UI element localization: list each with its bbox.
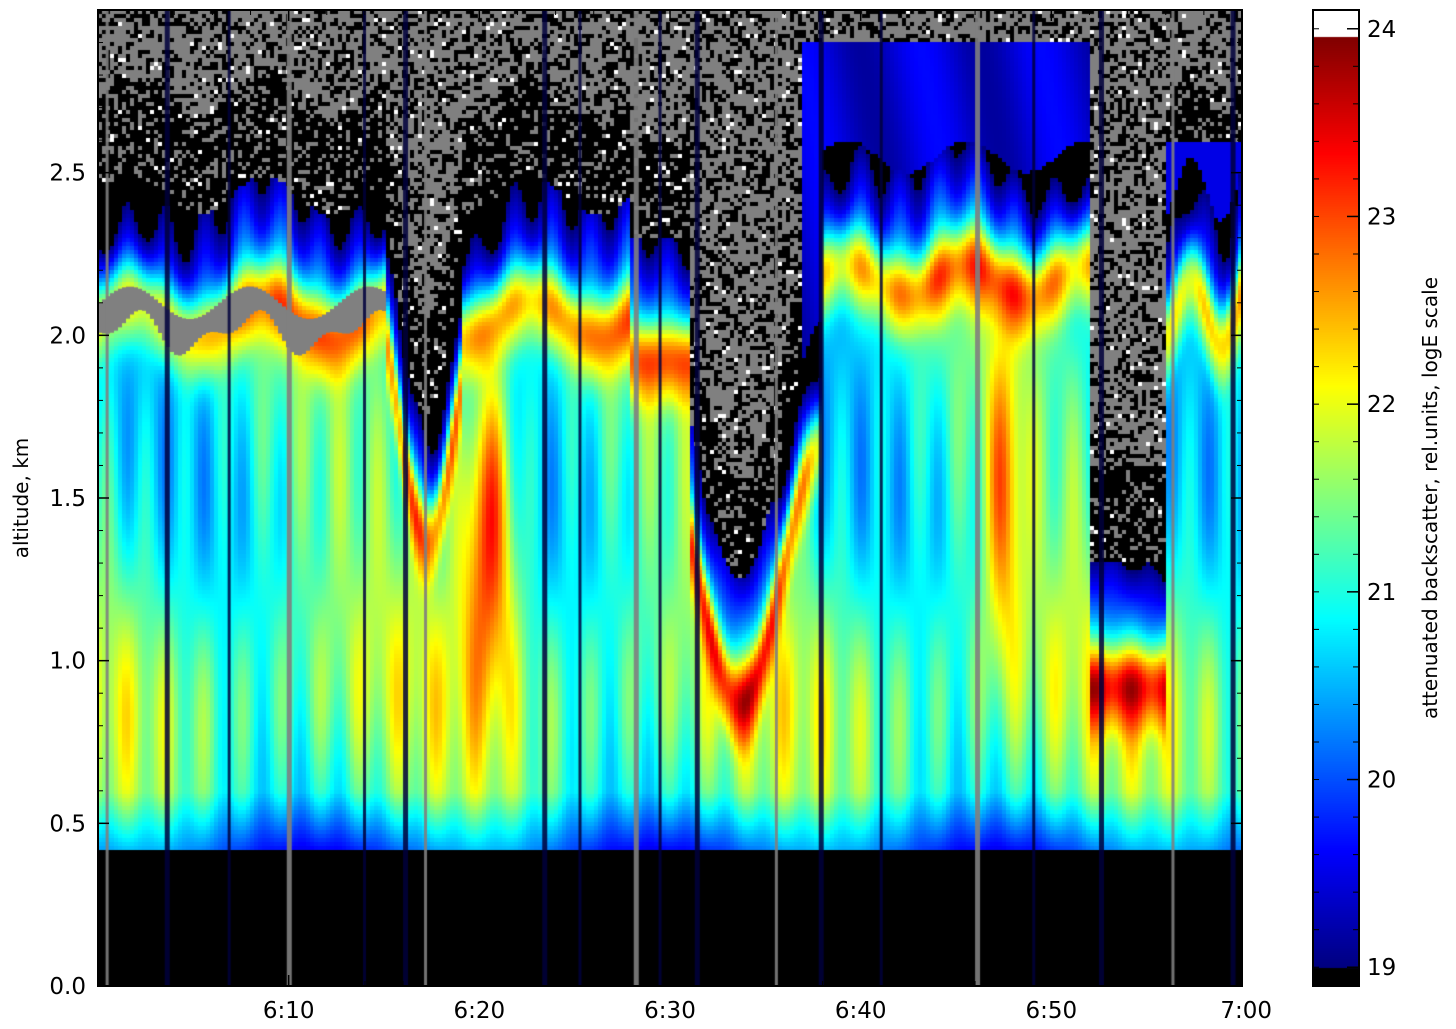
x-tick-label: 6:30 [644,998,696,1024]
axes: 6:10 6:20 6:30 6:40 6:50 7:00 0.0 0.5 1.0 1.5 2.0 2… [9,9,1272,1024]
backscatter-heatmap [98,10,1242,986]
y-tick-label: 2.0 [49,323,86,349]
colorbar-gradient [1313,10,1359,986]
colorbar: 19 20 21 22 23 24 attenuated backscatter, rel.… [1312,9,1442,987]
x-tick-label: 6:50 [1026,998,1078,1024]
y-tick-label: 1.0 [49,649,86,675]
y-axis-label: altitude, km [9,438,33,559]
colorbar-tick-label: 23 [1367,204,1396,230]
colorbar-tick-label: 21 [1367,580,1396,606]
plot-area [98,10,1242,986]
y-tick-label: 0.5 [49,811,86,837]
colorbar-tick-label: 22 [1367,392,1396,418]
y-tick-label: 2.5 [49,161,86,187]
x-tick-label: 6:40 [835,998,887,1024]
y-tick-label: 0.0 [49,974,86,1000]
y-tick-label: 1.5 [49,486,86,512]
colorbar-frame [1312,9,1360,987]
colorbar-tick-label: 19 [1367,955,1396,981]
x-tick-label: 7:00 [1220,998,1272,1024]
colorbar-label: attenuated backscatter, rel.units, logE … [1418,277,1442,719]
x-tick-label: 6:10 [263,998,315,1024]
x-tick-label: 6:20 [454,998,506,1024]
colorbar-tick-label: 20 [1367,768,1396,794]
colorbar-tick-label: 24 [1367,17,1396,43]
